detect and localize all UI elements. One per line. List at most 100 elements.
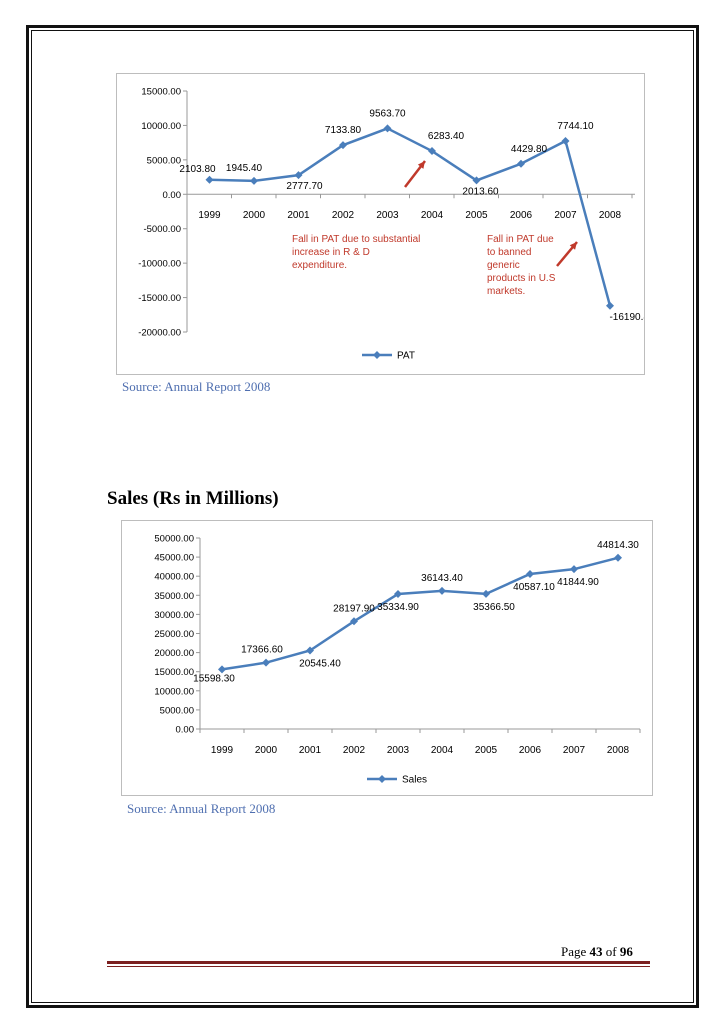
- pat-x-tick-label: 2003: [376, 210, 399, 221]
- sales-data-point: [218, 665, 226, 674]
- footer-page-number: 43: [589, 944, 603, 959]
- pat-annotation-text: to banned: [487, 247, 532, 258]
- sales-data-point: [350, 617, 358, 626]
- pat-y-tick-label: -15000.00: [138, 293, 181, 304]
- sales-legend-marker: [378, 775, 386, 783]
- pat-x-tick-label: 2001: [287, 210, 310, 221]
- footer-total-pages: 96: [619, 944, 633, 959]
- sales-data-point: [526, 569, 534, 578]
- sales-data-point: [262, 658, 270, 667]
- sales-data-point: [482, 589, 490, 598]
- pat-data-point: [383, 124, 392, 133]
- pat-data-label: 1945.40: [226, 163, 263, 174]
- pat-annotation-text: expenditure.: [292, 260, 347, 271]
- sales-chart: 50000.00 45000.00 40000.00 35000.00 30000.00…: [121, 520, 653, 796]
- pat-data-label: 6283.40: [428, 131, 465, 142]
- sales-legend-label: Sales: [402, 775, 427, 786]
- sales-y-tick-label: 5000.00: [160, 705, 194, 716]
- pat-chart-svg: 15000.00 10000.00 5000.00 0.00 -5000.00 -1000…: [138, 87, 655, 362]
- sales-y-tick-label: 15000.00: [154, 667, 194, 678]
- pat-annotation-text: generic: [487, 260, 520, 271]
- sales-y-tick-label: 25000.00: [154, 629, 194, 640]
- pat-x-tick-label: 2000: [243, 210, 266, 221]
- sales-x-tick-label: 1999: [211, 745, 234, 756]
- sales-data-point: [306, 646, 314, 655]
- pat-annotation-arrowhead: [569, 242, 577, 250]
- pat-y-tick-label: -5000.00: [143, 224, 181, 235]
- sales-x-tick-label: 2004: [431, 745, 454, 756]
- sales-x-tick-label: 2003: [387, 745, 410, 756]
- pat-chart: 15000.00 10000.00 5000.00 0.00 -5000.00 -1000…: [116, 73, 655, 375]
- sales-y-tick-label: 30000.00: [154, 610, 194, 621]
- pat-annotation-text: markets.: [487, 286, 525, 297]
- pat-y-tick-label: -20000.00: [138, 328, 181, 339]
- pat-data-label: 4429.80: [511, 144, 548, 155]
- pat-data-point: [606, 301, 614, 310]
- pat-data-point: [250, 176, 258, 185]
- pat-data-point: [517, 159, 525, 168]
- sales-x-tick-label: 2002: [343, 745, 366, 756]
- sales-data-point: [438, 586, 446, 595]
- pat-data-label: 2013.60: [462, 186, 499, 197]
- sales-chart-svg: 50000.00 45000.00 40000.00 35000.00 30000.00…: [154, 534, 641, 786]
- sales-x-tick-label: 2006: [519, 745, 542, 756]
- sales-data-label: 20545.40: [299, 659, 341, 670]
- pat-y-tick-label: 0.00: [163, 190, 182, 201]
- sales-data-label: 35366.50: [473, 602, 515, 613]
- page-border-inner: [31, 30, 694, 1003]
- pat-x-tick-label: 2004: [421, 210, 444, 221]
- page-footer: Page 43 of 96: [561, 944, 633, 960]
- sales-x-tick-label: 2008: [607, 745, 630, 756]
- pat-data-label: 7133.80: [325, 125, 362, 136]
- pat-annotation-text: products in U.S: [487, 273, 556, 284]
- pat-annotation-text: increase in R & D: [292, 247, 370, 258]
- pat-x-tick-label: 2008: [599, 210, 622, 221]
- pat-legend-marker: [373, 351, 381, 359]
- pat-data-label: 2103.80: [179, 164, 216, 175]
- footer-rule-thin: [107, 966, 650, 967]
- footer-of-word: of: [605, 944, 617, 959]
- pat-y-tick-label: -10000.00: [138, 259, 181, 270]
- sales-series-line: [221, 556, 619, 671]
- sales-data-label: 28197.90: [333, 603, 375, 614]
- page-border-outer: [26, 25, 699, 1008]
- pat-data-point: [339, 141, 347, 150]
- sales-y-tick-label: 45000.00: [154, 553, 194, 564]
- sales-data-label: 41844.90: [557, 577, 599, 588]
- sales-x-tick-label: 2007: [563, 745, 586, 756]
- sales-y-tick-label: 20000.00: [154, 648, 194, 659]
- sales-data-point: [394, 590, 402, 599]
- sales-x-tick-label: 2001: [299, 745, 322, 756]
- pat-data-label: 9563.70: [369, 108, 406, 119]
- pat-data-point: [205, 175, 214, 184]
- sales-section-title: Sales (Rs in Millions): [107, 488, 279, 509]
- sales-data-label: 44814.30: [597, 540, 639, 551]
- sales-data-label: 40587.10: [513, 582, 555, 593]
- pat-y-tick-label: 5000.00: [147, 155, 181, 166]
- pat-series-line: [209, 127, 612, 307]
- pat-data-point: [294, 171, 303, 180]
- sales-data-label: 17366.60: [241, 645, 283, 656]
- sales-x-tick-label: 2000: [255, 745, 278, 756]
- sales-y-tick-label: 0.00: [176, 725, 195, 736]
- pat-data-label: 7744.10: [557, 121, 594, 132]
- pat-y-tick-label: 10000.00: [141, 121, 181, 132]
- pat-data-label: -16190.80: [609, 312, 644, 323]
- footer-page-word: Page: [561, 944, 587, 959]
- pat-x-tick-label: 2007: [554, 210, 577, 221]
- sales-y-tick-label: 40000.00: [154, 572, 194, 583]
- pat-x-tick-label: 2002: [332, 210, 355, 221]
- sales-source-note: Source: Annual Report 2008: [127, 801, 276, 816]
- pat-annotation-arrowhead: [417, 161, 425, 169]
- sales-data-point: [614, 553, 622, 562]
- pat-annotation-text: Fall in PAT due to substantial: [292, 234, 420, 245]
- sales-data-label: 35334.90: [377, 602, 419, 613]
- sales-data-label: 15598.30: [193, 673, 235, 684]
- pat-data-label: 2777.70: [286, 181, 323, 192]
- pat-x-tick-label: 2005: [465, 210, 488, 221]
- pat-x-tick-label: 2006: [510, 210, 533, 221]
- pat-data-point: [561, 136, 570, 145]
- sales-data-point: [570, 565, 578, 574]
- footer-rule-thick: [107, 961, 650, 964]
- pat-annotation-text: Fall in PAT due: [487, 234, 554, 245]
